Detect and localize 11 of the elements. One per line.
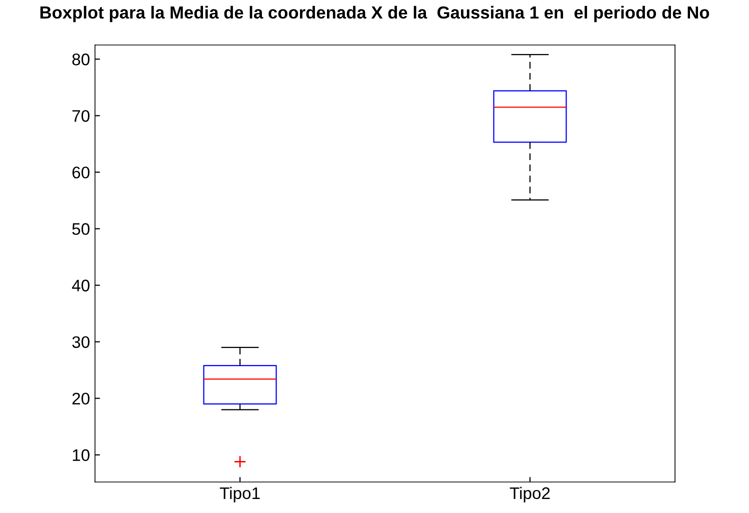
y-tick-label: 40	[72, 280, 90, 292]
x-tick-label: Tipo2	[510, 486, 550, 502]
x-tick-label: Tipo1	[220, 486, 260, 502]
y-tick-label: 80	[72, 54, 90, 66]
y-tick-label: 60	[72, 166, 90, 178]
y-tick-label: 50	[72, 223, 90, 235]
chart-title: Boxplot para la Media de la coordenada X de la Gaussiana 1 en el periodo de No	[40, 6, 710, 22]
y-tick-label: 20	[72, 392, 90, 405]
y-tick-label: 30	[72, 336, 90, 348]
y-tick-label: 70	[72, 110, 90, 122]
y-tick-label: 10	[72, 449, 90, 462]
